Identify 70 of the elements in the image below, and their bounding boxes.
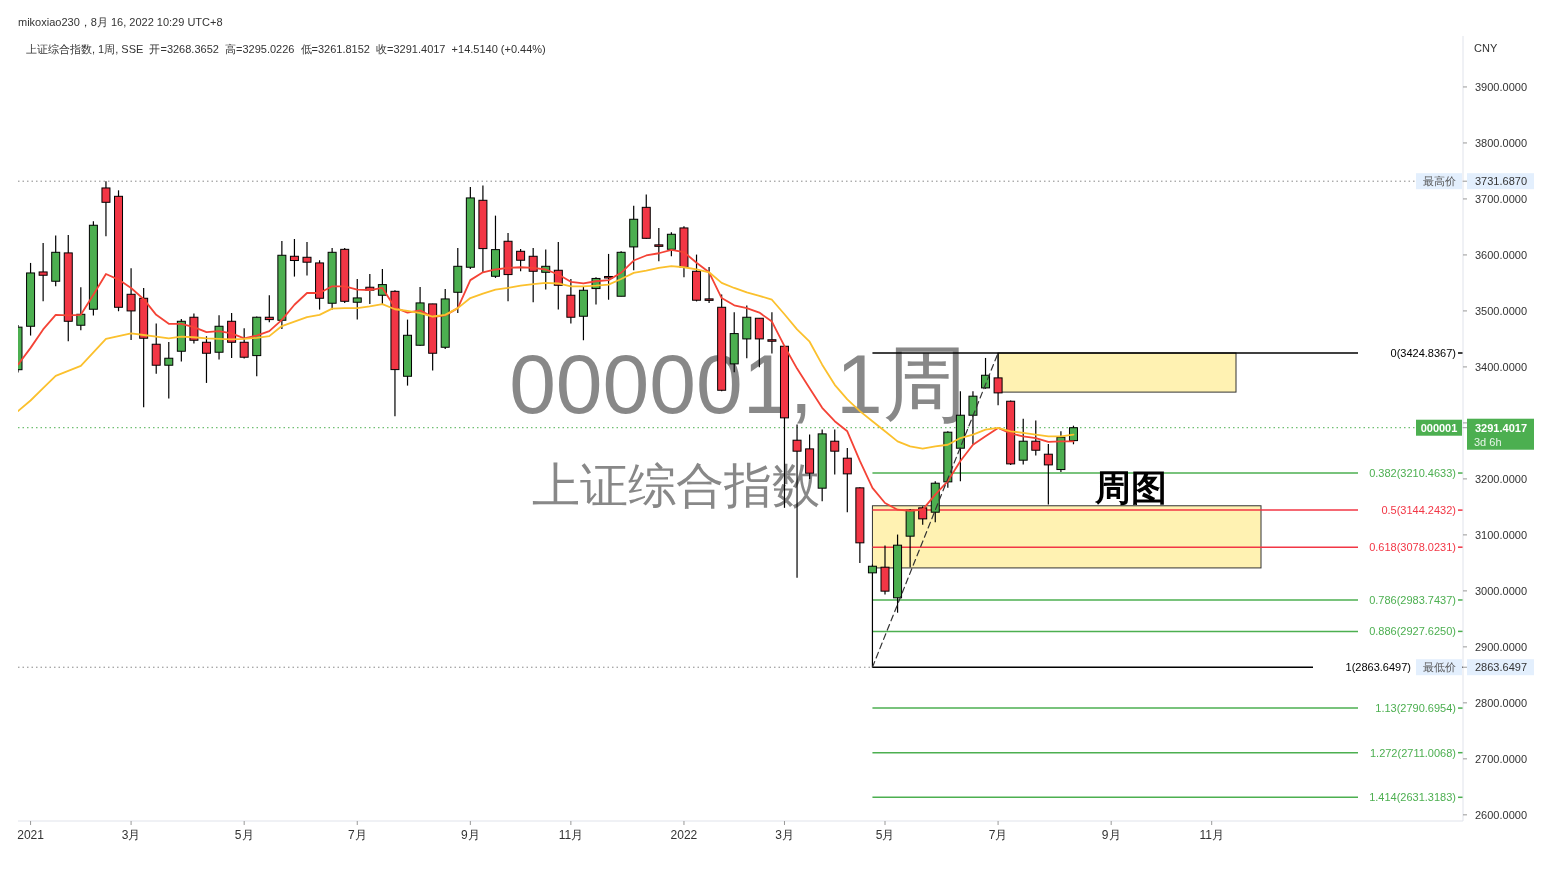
candlestick [201, 335, 211, 384]
ref-line-label: 0.5(3144.2432) [1381, 504, 1456, 517]
y-tick-label: 2863.6497 [1475, 661, 1527, 674]
text: 上证综合指数, 1周, SSE 开=3268.3652 高=3295.0226 低=3261.8152 收=3291.4017 +14.5140 (+0.44%) [26, 43, 546, 55]
y-tick-label: 3291.4017 [1475, 421, 1527, 434]
y-tick-label: 3100.0000 [1475, 528, 1527, 541]
y-tick-label: 3000.0000 [1475, 584, 1527, 597]
text: 3d 6h [1474, 435, 1502, 448]
x-tick-label: 5月 [875, 828, 895, 842]
candlestick [968, 390, 978, 446]
ref-line-label: 1.414(2631.3183) [1369, 791, 1456, 804]
y-tick-label: 2800.0000 [1475, 696, 1527, 709]
y-tick-label: 2700.0000 [1475, 752, 1527, 765]
y-tick-label: 2600.0000 [1475, 808, 1527, 821]
candlestick [566, 278, 576, 325]
candlestick [704, 266, 714, 304]
ref-line-label: 0.618(3078.0231) [1369, 541, 1456, 554]
x-tick-label: 2022 [670, 828, 698, 842]
candlestick [1031, 419, 1041, 457]
candlestick [352, 278, 362, 321]
ref-line-label: 0(3424.8367) [1390, 347, 1456, 359]
x-tick-label: 7月 [347, 828, 367, 842]
candlestick [842, 447, 852, 513]
annotation: 周图 [1094, 467, 1167, 508]
y-tick-label: 3500.0000 [1475, 304, 1527, 317]
x-tick-label: 11月 [558, 828, 584, 842]
line-series [18, 265, 1075, 450]
x-tick-label: 9月 [461, 828, 480, 842]
annotation: 最低价 [1422, 661, 1456, 674]
ref-line-label: 0.382(3210.4633) [1369, 467, 1456, 480]
x-tick-label: 7月 [988, 828, 1008, 842]
y-tick-label: 3900.0000 [1475, 80, 1527, 93]
candlestick [239, 327, 249, 360]
y-tick-label: 2900.0000 [1475, 640, 1527, 653]
candlestick [264, 294, 274, 323]
y-axis-title: CNY [1474, 42, 1498, 54]
annotation: 000001 [1420, 421, 1458, 434]
candlestick [38, 242, 48, 302]
candlestick [516, 248, 526, 272]
candlestick [654, 227, 664, 262]
ref-line-label: 1.13(2790.6954) [1375, 702, 1456, 715]
x-tick-label: 5月 [234, 828, 254, 842]
candlestick [830, 429, 840, 476]
candlestick [666, 231, 676, 257]
x-tick-label: 2021 [17, 828, 45, 842]
candlestick [151, 322, 161, 375]
ref-line-label: 最高价 [1422, 175, 1456, 188]
y-tick-label: 3731.6870 [1475, 175, 1527, 188]
ref-line-label: 1(2863.6497) [1345, 661, 1411, 674]
y-tick-label: 3700.0000 [1475, 192, 1527, 205]
y-tick-label: 3800.0000 [1475, 136, 1527, 149]
y-tick-label: 3600.0000 [1475, 248, 1527, 261]
candlestick [289, 238, 299, 278]
x-tick-label: 3月 [121, 828, 141, 842]
candlestick [101, 180, 111, 237]
y-tick-label: 3200.0000 [1475, 472, 1527, 485]
candlestick [164, 341, 174, 400]
ref-line-label: 0.886(2927.6250) [1369, 625, 1456, 638]
candlestick [1043, 443, 1053, 506]
candlestick [604, 253, 614, 301]
y-tick-label: 3400.0000 [1475, 360, 1527, 373]
x-tick-label: 3月 [775, 828, 794, 842]
x-tick-label: 11月 [1199, 828, 1224, 842]
text: mikoxiao230，8月 16, 2022 10:29 UTC+8 [18, 16, 223, 28]
candlestick [126, 267, 136, 341]
ref-line-label: 0.786(2983.7437) [1369, 593, 1456, 606]
candlestick [76, 286, 86, 331]
x-tick-label: 9月 [1101, 828, 1121, 842]
ref-line-label: 1.272(2711.0068) [1369, 746, 1456, 759]
candlestick [302, 241, 312, 277]
